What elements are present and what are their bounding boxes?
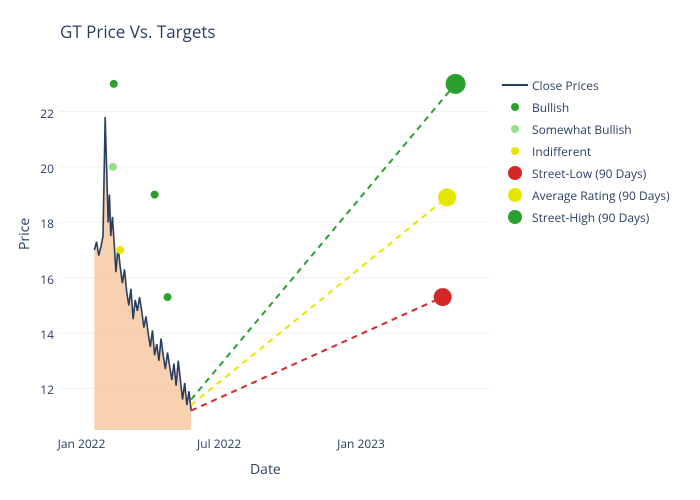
plot-area: [60, 70, 490, 430]
legend-label: Average Rating (90 Days): [532, 187, 670, 204]
legend-item-street-high[interactable]: Street-High (90 Days): [500, 207, 670, 227]
legend-label: Bullish: [532, 99, 569, 116]
x-tick: Jul 2022: [197, 435, 241, 452]
legend-swatch: [500, 188, 530, 202]
target-lines: [191, 84, 455, 411]
legend-swatch: [500, 100, 530, 114]
chart-container: GT Price Vs. Targets Price Date 12141618…: [0, 0, 700, 500]
price-area: [94, 117, 191, 430]
legend-swatch: [500, 210, 530, 224]
y-tick: 22: [14, 105, 54, 122]
y-tick: 20: [14, 160, 54, 177]
y-tick: 18: [14, 215, 54, 232]
legend-item-street-low[interactable]: Street-Low (90 Days): [500, 163, 670, 183]
legend-swatch: [500, 78, 530, 92]
legend-label: Street-High (90 Days): [532, 209, 649, 226]
legend-item-close[interactable]: Close Prices: [500, 75, 670, 95]
legend-label: Somewhat Bullish: [532, 121, 632, 138]
legend-label: Street-Low (90 Days): [532, 165, 646, 182]
legend-swatch: [500, 122, 530, 136]
legend-swatch: [500, 144, 530, 158]
legend-item-indifferent[interactable]: Indifferent: [500, 141, 670, 161]
y-tick: 16: [14, 271, 54, 288]
x-axis-label: Date: [250, 460, 281, 479]
legend-item-somewhat-bullish[interactable]: Somewhat Bullish: [500, 119, 670, 139]
scatter-points: [109, 74, 466, 306]
chart-title: GT Price Vs. Targets: [60, 20, 216, 43]
legend-item-bullish[interactable]: Bullish: [500, 97, 670, 117]
legend: Close Prices Bullish Somewhat Bullish Indif…: [500, 75, 670, 229]
y-tick: 14: [14, 326, 54, 343]
legend-swatch: [500, 166, 530, 180]
x-tick: Jan 2023: [337, 435, 385, 452]
y-tick: 12: [14, 381, 54, 398]
legend-label: Close Prices: [532, 77, 599, 94]
x-tick: Jan 2022: [58, 435, 106, 452]
legend-label: Indifferent: [532, 143, 591, 160]
legend-item-avg-rating[interactable]: Average Rating (90 Days): [500, 185, 670, 205]
